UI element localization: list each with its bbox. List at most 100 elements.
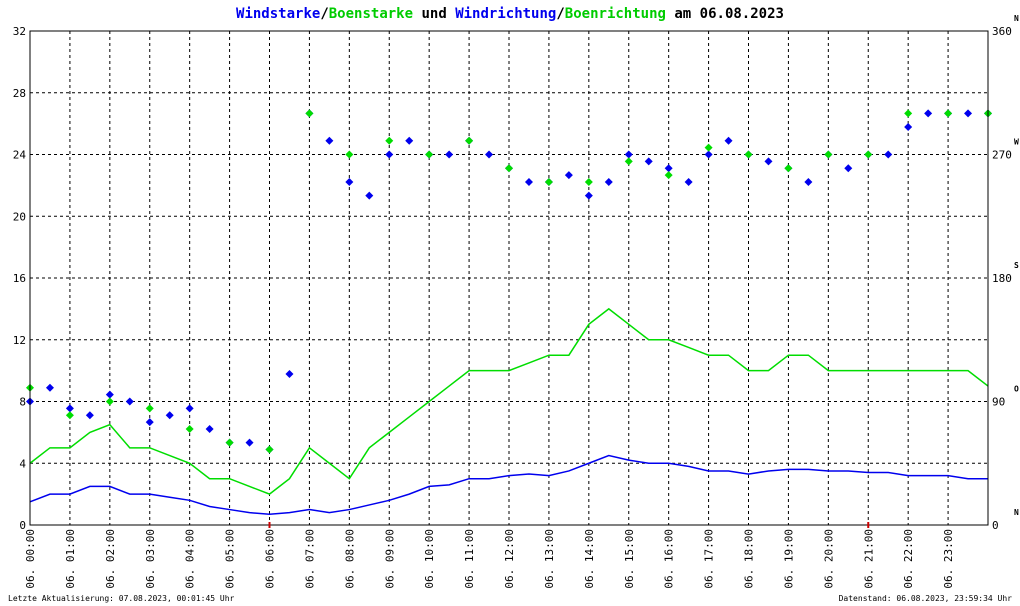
x-tick-label: 06. 03:00 <box>144 529 157 589</box>
y-tick-label-left: 20 <box>13 210 26 223</box>
x-tick-label: 06. 15:00 <box>623 529 636 589</box>
y-tick-label-left: 0 <box>19 519 26 532</box>
direction-point <box>125 397 134 406</box>
direction-point <box>664 164 673 173</box>
title-slash-2: / <box>556 6 564 22</box>
x-tick-label: 06. 20:00 <box>822 529 835 589</box>
direction-point <box>744 150 753 159</box>
y-tick-label-left: 16 <box>13 272 26 285</box>
direction-point <box>624 157 633 166</box>
direction-point <box>305 109 314 118</box>
direction-point <box>265 445 274 454</box>
y-tick-label-right: 90 <box>992 396 1005 409</box>
x-tick-label: 06. 02:00 <box>104 529 117 589</box>
direction-point <box>704 150 713 159</box>
direction-point <box>804 177 813 186</box>
direction-point <box>784 164 793 173</box>
direction-label: N <box>1014 14 1019 23</box>
x-tick-label: 06. 08:00 <box>343 529 356 589</box>
direction-point <box>944 109 953 118</box>
x-tick-label: 06. 17:00 <box>703 529 716 589</box>
y-tick-label-left: 32 <box>13 25 26 38</box>
direction-label: O <box>1014 385 1019 394</box>
footer-data-status: Datenstand: 06.08.2023, 23:59:34 Uhr <box>839 594 1013 603</box>
direction-label: S <box>1014 261 1019 270</box>
direction-point <box>365 191 374 200</box>
direction-point <box>45 383 54 392</box>
title-boenstarke: Boenstarke <box>329 6 413 22</box>
x-tick-label: 06. 16:00 <box>663 529 676 589</box>
x-tick-label: 06. 22:00 <box>902 529 915 589</box>
direction-point <box>864 150 873 159</box>
direction-point <box>325 136 334 145</box>
direction-point <box>445 150 454 159</box>
direction-point <box>644 157 653 166</box>
y-tick-label-left: 12 <box>13 334 26 347</box>
footer-last-update: Letzte Aktualisierung: 07.08.2023, 00:01… <box>8 594 235 603</box>
title-slash-1: / <box>320 6 328 22</box>
direction-point <box>225 438 234 447</box>
y-tick-label-left: 4 <box>19 457 26 470</box>
x-tick-label: 06. 13:00 <box>543 529 556 589</box>
direction-label: W <box>1014 138 1019 147</box>
direction-point <box>544 177 553 186</box>
direction-point <box>465 136 474 145</box>
direction-point <box>425 150 434 159</box>
direction-point <box>385 150 394 159</box>
direction-point <box>584 191 593 200</box>
y-tick-label-left: 24 <box>13 149 27 162</box>
direction-point <box>345 150 354 159</box>
direction-point <box>624 150 633 159</box>
x-tick-label: 06. 00:00 <box>24 529 37 589</box>
direction-point <box>145 418 154 427</box>
x-tick-label: 06. 12:00 <box>503 529 516 589</box>
direction-point <box>684 177 693 186</box>
direction-point <box>165 411 174 420</box>
direction-point <box>185 424 194 433</box>
direction-point <box>245 438 254 447</box>
direction-point <box>764 157 773 166</box>
direction-point <box>884 150 893 159</box>
direction-point <box>604 177 613 186</box>
direction-point <box>524 177 533 186</box>
direction-point <box>485 150 494 159</box>
direction-label: N <box>1014 508 1019 517</box>
title-windrichtung: Windrichtung <box>455 6 556 22</box>
x-tick-label: 06. 06:00 <box>264 529 277 589</box>
x-tick-label: 06. 23:00 <box>942 529 955 589</box>
chart-title: Windstarke/Boenstarke und Windrichtung/B… <box>236 6 784 22</box>
direction-point <box>505 164 513 173</box>
title-und: und <box>413 6 455 22</box>
series-layer <box>26 109 992 515</box>
y-tick-label-left: 8 <box>19 396 26 409</box>
title-date: am 06.08.2023 <box>666 6 784 22</box>
direction-point <box>724 136 733 145</box>
series-line <box>29 454 988 515</box>
y-tick-label-right: 270 <box>992 149 1012 162</box>
y-tick-label-right: 0 <box>992 519 999 532</box>
x-tick-label: 06. 11:00 <box>463 529 476 589</box>
x-tick-label: 06. 19:00 <box>782 529 795 589</box>
direction-point <box>345 177 354 186</box>
x-tick-label: 06. 14:00 <box>583 529 596 589</box>
direction-point <box>205 424 214 433</box>
direction-point <box>145 404 154 413</box>
x-tick-label: 06. 10:00 <box>423 529 436 589</box>
direction-point <box>904 109 913 118</box>
direction-point <box>664 171 673 180</box>
direction-point <box>844 164 853 173</box>
x-tick-label: 06. 09:00 <box>383 529 396 589</box>
x-tick-label: 06. 01:00 <box>64 529 77 589</box>
direction-point <box>285 370 294 379</box>
x-tick-label: 06. 07:00 <box>303 529 316 589</box>
x-tick-label: 06. 18:00 <box>743 529 756 589</box>
direction-point <box>924 109 933 118</box>
series-line <box>29 307 989 495</box>
direction-point <box>385 136 394 145</box>
y-tick-label-right: 180 <box>992 272 1012 285</box>
direction-point <box>105 390 114 399</box>
title-windstarke: Windstarke <box>236 6 320 22</box>
plot-frame <box>29 30 989 526</box>
